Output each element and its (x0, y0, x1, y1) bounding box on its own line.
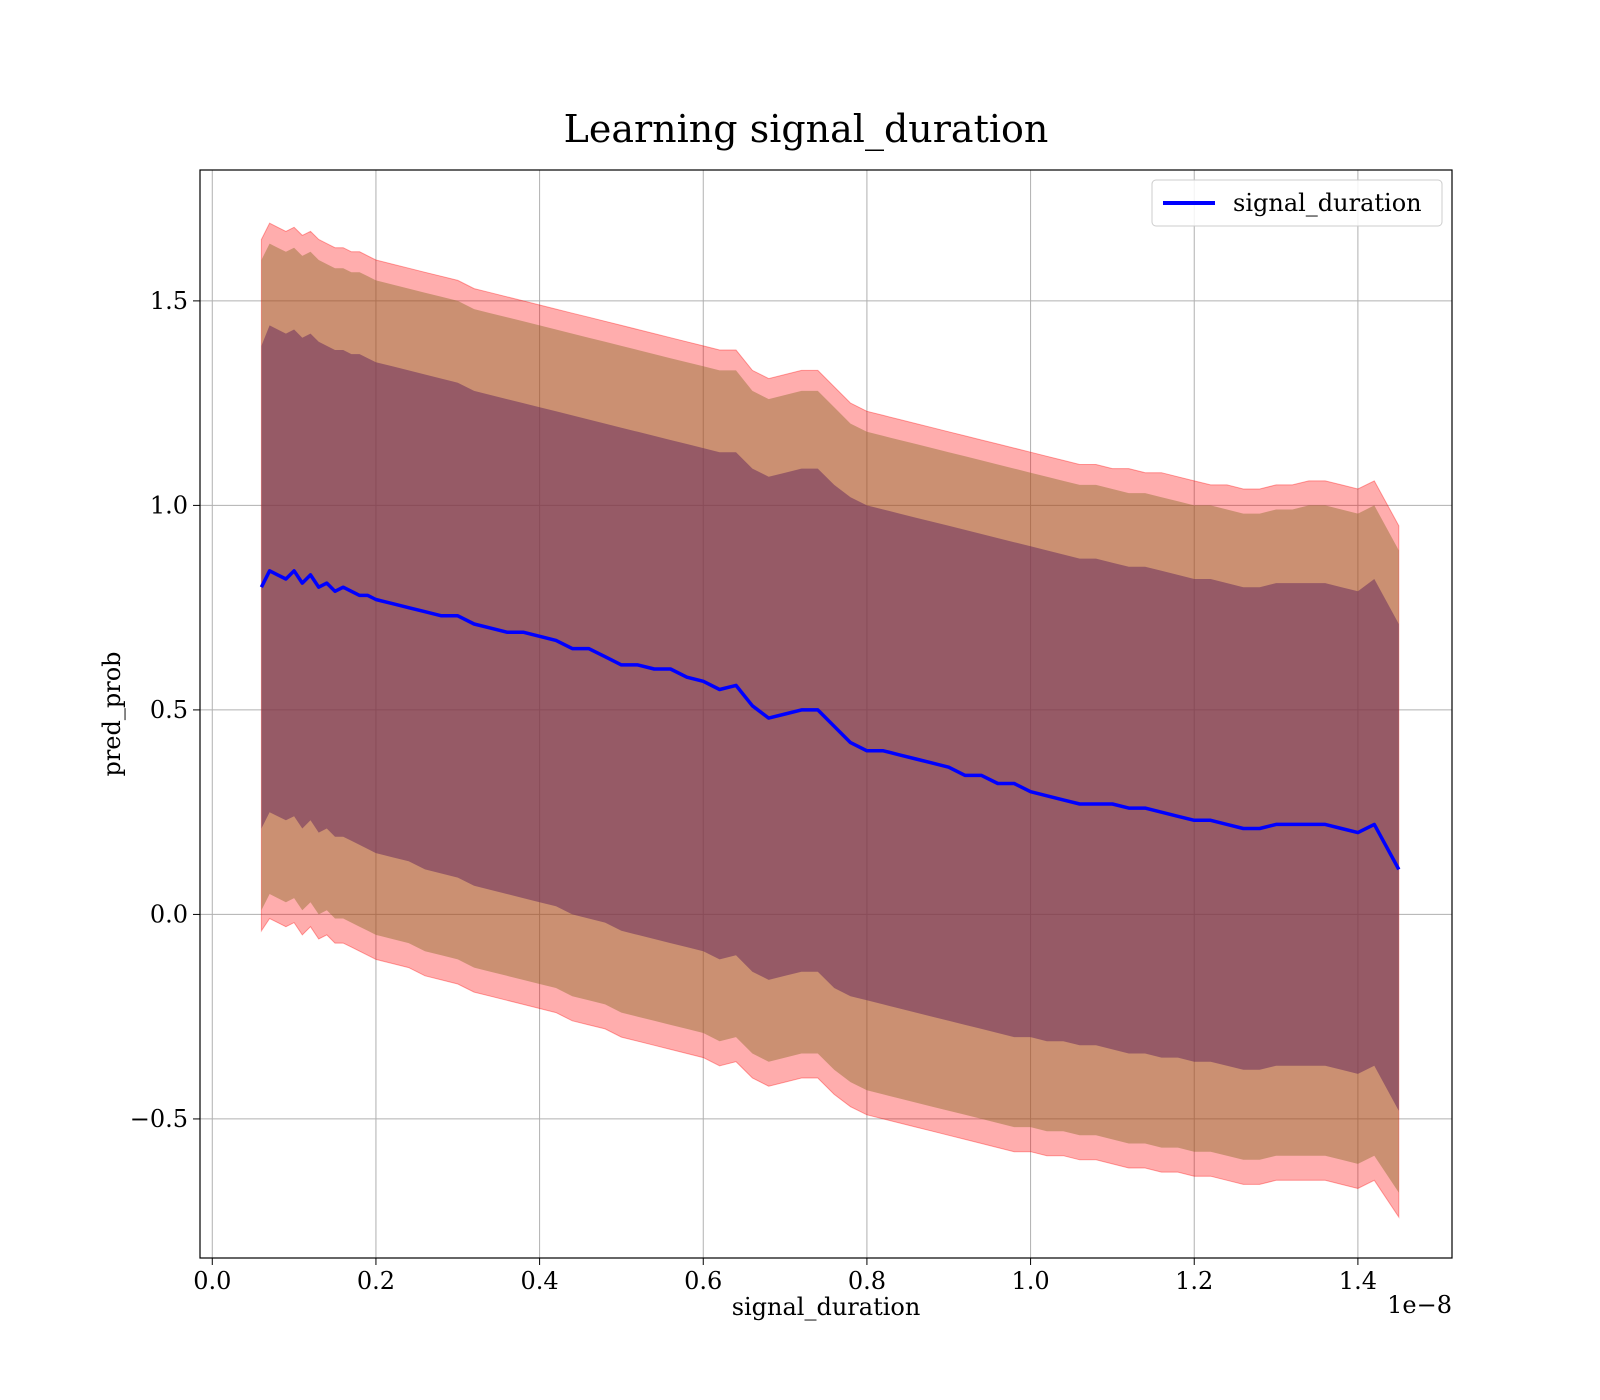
y-tick-label: 0.5 (150, 696, 188, 724)
x-tick-label: 1.4 (1339, 1267, 1377, 1295)
tick-layer: 0.0 0.2 0.4 0.6 0.8 1.0 1.2 1.4 −0.5 0.0 0.5 1.0 1.5 (130, 287, 1377, 1295)
y-tick-label: 0.0 (150, 900, 188, 928)
x-axis-label: signal_duration (732, 1293, 921, 1321)
x-tick-label: 1.2 (1175, 1267, 1213, 1295)
x-tick-label: 1.0 (1011, 1267, 1049, 1295)
x-tick-label: 0.0 (193, 1267, 231, 1295)
y-tick-label: −0.5 (130, 1105, 188, 1133)
x-tick-label: 0.2 (357, 1267, 395, 1295)
x-tick-label: 0.4 (521, 1267, 559, 1295)
legend: signal_duration (1151, 179, 1443, 227)
series-line-signal-duration (259, 569, 1401, 871)
chart-title: Learning signal_duration (564, 107, 1049, 152)
band-inner (261, 325, 1399, 1111)
legend-label: signal_duration (1233, 189, 1422, 217)
line-layer (259, 569, 1401, 871)
legend-box (1151, 179, 1443, 227)
y-tick-label: 1.0 (150, 491, 188, 519)
y-tick-label: 1.5 (150, 287, 188, 315)
x-tick-label: 0.8 (848, 1267, 886, 1295)
x-axis-offset-label: 1e−8 (1387, 1291, 1452, 1319)
plot-frame (199, 169, 1453, 1259)
y-axis-label: pred_prob (98, 651, 126, 776)
x-tick-label: 0.6 (684, 1267, 722, 1295)
